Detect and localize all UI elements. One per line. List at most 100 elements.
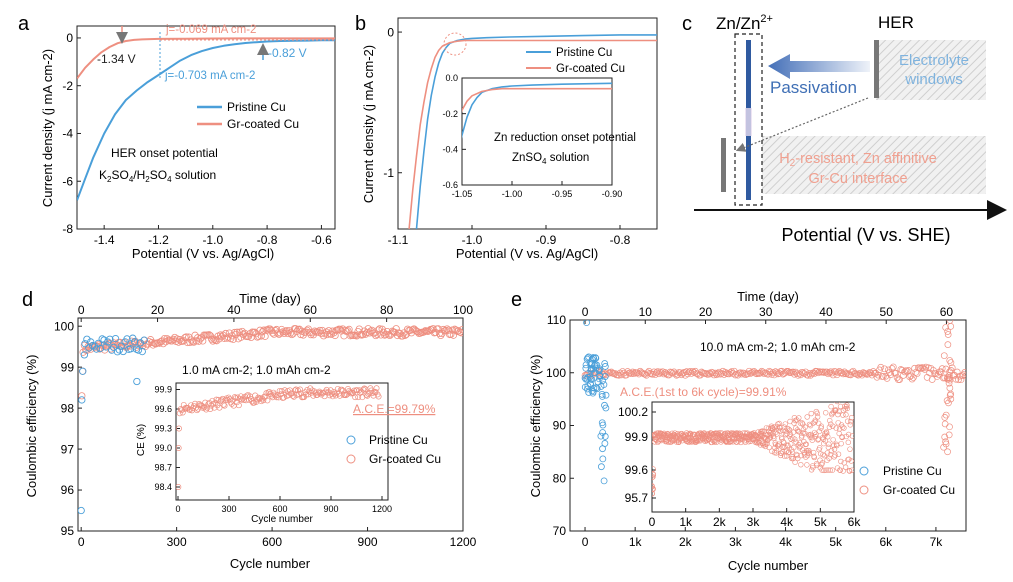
panel-d-xtick-label: 1200 (450, 535, 477, 549)
panel-d-gr-point (320, 332, 328, 340)
panel-e-inset-gr-point (652, 474, 656, 480)
legend-d-pristine-swatch (346, 435, 356, 445)
panel-e-gr-point (938, 365, 946, 372)
panel-b-xtick-label: -1.0 (462, 233, 483, 247)
panel-e-pristine-point (596, 372, 603, 379)
panel-e-gr-point (862, 370, 870, 378)
panel-e-inset-gr-point (652, 483, 655, 489)
panel-e-x2tick-label: 0 (582, 305, 589, 319)
panel-e-inset-gr-point (837, 403, 844, 410)
panel-e-pristine-point (588, 355, 596, 363)
panel-e-inset-gr-point (652, 491, 655, 497)
panel-e-inset-gr-point (722, 431, 728, 437)
panel-c: c Zn/Zn2+ HER Electrolyte windows Passiv… (682, 13, 1007, 245)
panel-e-pristine-point (602, 404, 610, 412)
panel-e-pristine-point (598, 390, 606, 398)
panel-e-gr-point (838, 369, 846, 376)
panel-e-gr-point (947, 390, 955, 398)
panel-d-pristine-point (102, 343, 110, 351)
panel-e-gr-point (824, 370, 832, 378)
panel-d-inset-gr-point (194, 407, 200, 414)
panel-d-pristine-point (123, 335, 131, 343)
panel-a-letter: a (18, 13, 30, 35)
panel-d-inset-gr-point (373, 385, 380, 392)
panel-e-inset-gr-point (834, 442, 840, 449)
panel-e-pristine-point (599, 455, 607, 463)
panel-d-x2tick-label: 40 (227, 303, 241, 317)
panel-b-inset-ytick-label: -0.6 (442, 180, 458, 190)
panel-d-inset-gr-point (207, 406, 214, 412)
panel-e-inset-gr-point (794, 417, 800, 423)
legend-d-gr-swatch (346, 454, 356, 464)
panel-e-gr-point (668, 369, 675, 376)
panel-e-gr-point (946, 423, 953, 431)
panel-e-inset-ytick-label: 95.7 (625, 491, 649, 505)
panel-d-gr-point (215, 335, 223, 343)
panel-e-pristine-point (592, 354, 599, 362)
panel-e-gr-point (955, 376, 962, 384)
panel-c-her-label: HER (878, 13, 914, 32)
panel-d-inset-gr-point (268, 392, 275, 399)
panel-d-inset-gr-point (216, 404, 223, 411)
passivation-label: Passivation (770, 78, 857, 97)
panel-b-ytick-label: -1 (383, 166, 394, 180)
panel-d-xtick-label: 900 (358, 535, 378, 549)
panel-d-plot-area (78, 325, 463, 515)
panel-e-gr-point (826, 369, 833, 377)
panel-d-inset-gr-point (237, 393, 244, 400)
panel-a-ytick-label: -6 (62, 174, 73, 188)
panel-e-pristine-point (593, 385, 601, 393)
panel-e-gr-point (686, 367, 694, 375)
panel-e-condition: 10.0 mA cm-2; 1.0 mAh cm-2 (700, 340, 856, 354)
panel-d-xtick-label: 600 (262, 535, 282, 549)
panel-e-ytick-label: 80 (553, 471, 567, 485)
panel-b-xlabel: Potential (V vs. Ag/AgCl) (456, 246, 598, 261)
panel-e-inset-gr-point (828, 448, 835, 454)
panel-e-gr-point (763, 370, 771, 378)
panel-a-xtick-label: -0.6 (311, 233, 332, 247)
panel-e-inset-gr-point (814, 410, 821, 417)
panel-e-inset-gr-point (825, 444, 832, 451)
panel-d-inset-gr-point (352, 394, 359, 401)
panel-e-inset-gr-point (831, 454, 837, 460)
panel-e-gr-point (906, 373, 913, 381)
panel-e-pristine-point (587, 375, 595, 383)
panel-d-gr-point (78, 392, 86, 400)
panel-d-gr-point (191, 331, 199, 339)
panel-e-pristine-point (589, 365, 597, 373)
panel-d-inset-gr-point (231, 394, 238, 401)
panel-d-gr-point (364, 325, 372, 333)
panel-e-inset-gr-point (840, 468, 846, 474)
panel-d-x2tick-label: 60 (304, 303, 318, 317)
panel-e-gr-point (737, 369, 744, 377)
panel-d-pristine-point (130, 338, 139, 346)
panel-e-letter: e (511, 289, 522, 311)
panel-d-inset-xtick-label: 1200 (372, 504, 392, 514)
panel-d-gr-point (288, 330, 296, 339)
panel-d-inset-gr-point (239, 395, 246, 402)
panel-e-inset-gr-point (849, 467, 854, 473)
panel-d-condition: 1.0 mA cm-2; 1.0 mAh cm-2 (182, 363, 331, 377)
panel-d-pristine-point (140, 336, 148, 344)
panel-e-inset-gr-point (842, 464, 849, 470)
panel-e-inset-gr-point (810, 464, 816, 471)
panel-e-x2label: Time (day) (737, 289, 799, 304)
panel-e-gr-point (908, 375, 916, 383)
panel-e-pristine-point (597, 432, 605, 440)
panel-e-pristine-point (601, 360, 609, 367)
panel-e-inset-gr-point (766, 444, 772, 451)
panel-e-inset-gr-point (839, 424, 846, 430)
panel-e-pristine-point (602, 391, 610, 399)
panel-e-gr-point (807, 371, 814, 379)
panel-d-gr-point (367, 327, 375, 335)
panel-e-xtick-label: 0 (582, 535, 589, 549)
panel-e-gr-point (948, 364, 956, 372)
panel-a-xtick-label: -0.8 (257, 233, 278, 247)
panel-b-inset-xtick-label: -0.95 (552, 189, 573, 199)
panel-e-inset-gr-point (802, 430, 808, 437)
panel-d-inset-gr-point (264, 397, 271, 404)
panel-e-inset-gr-point (849, 396, 854, 401)
panel-e-inset-gr-point (824, 430, 830, 436)
panel-d-x2tick-label: 0 (78, 303, 85, 317)
panel-d-inset-gr-point (255, 394, 262, 401)
